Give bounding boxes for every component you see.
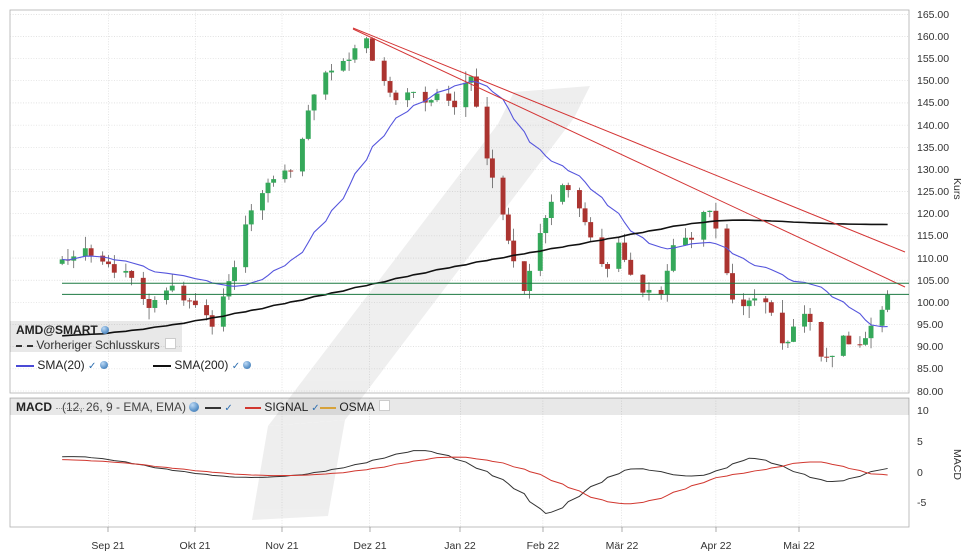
svg-text:Nov 21: Nov 21 (265, 540, 298, 552)
svg-text:155.00: 155.00 (917, 53, 949, 65)
svg-text:Mär 22: Mär 22 (606, 540, 639, 552)
svg-text:Apr 22: Apr 22 (701, 540, 732, 552)
svg-text:Jan 22: Jan 22 (444, 540, 476, 552)
svg-text:10: 10 (917, 405, 929, 417)
svg-text:120.00: 120.00 (917, 208, 949, 220)
svg-text:165.00: 165.00 (917, 9, 949, 21)
svg-text:80.00: 80.00 (917, 386, 943, 398)
svg-text:85.00: 85.00 (917, 363, 943, 375)
svg-text:135.00: 135.00 (917, 142, 949, 154)
svg-text:105.00: 105.00 (917, 275, 949, 287)
svg-text:115.00: 115.00 (917, 230, 948, 242)
svg-text:130.00: 130.00 (917, 164, 949, 176)
svg-text:125.00: 125.00 (917, 186, 949, 198)
svg-text:140.00: 140.00 (917, 120, 949, 132)
svg-text:160.00: 160.00 (917, 31, 949, 43)
svg-text:Feb 22: Feb 22 (527, 540, 560, 552)
svg-text:Okt 21: Okt 21 (180, 540, 211, 552)
svg-text:110.00: 110.00 (917, 253, 948, 265)
svg-text:Dez 21: Dez 21 (353, 540, 386, 552)
svg-text:95.00: 95.00 (917, 319, 943, 331)
svg-text:-5: -5 (917, 497, 926, 509)
svg-text:100.00: 100.00 (917, 297, 949, 309)
svg-text:Sep 21: Sep 21 (91, 540, 124, 552)
svg-text:90.00: 90.00 (917, 341, 943, 353)
svg-text:5: 5 (917, 436, 923, 448)
svg-text:0: 0 (917, 467, 923, 479)
svg-text:Mai 22: Mai 22 (783, 540, 815, 552)
svg-text:145.00: 145.00 (917, 97, 949, 109)
svg-text:150.00: 150.00 (917, 75, 949, 87)
